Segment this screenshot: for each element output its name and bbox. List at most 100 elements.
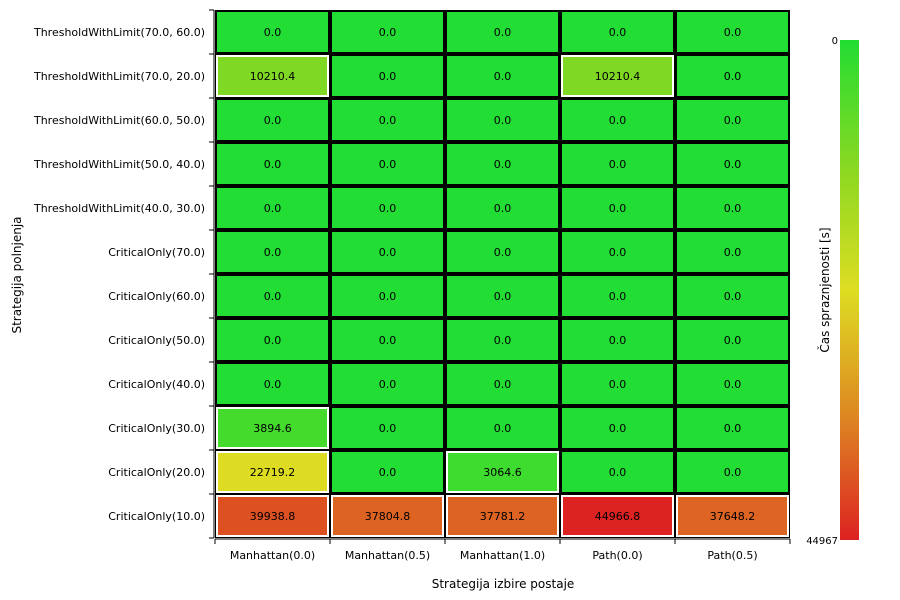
y-tick-label: CriticalOnly(40.0) (108, 378, 205, 391)
cell-value-label: 0.0 (494, 378, 512, 391)
cell-value-label: 0.0 (264, 334, 282, 347)
heatmap-cell (447, 408, 558, 448)
cell-value-label: 0.0 (609, 202, 627, 215)
heatmap-cell (677, 452, 788, 492)
cell-value-label: 0.0 (264, 158, 282, 171)
colorbar-max-label: 44967 (806, 536, 838, 547)
y-axis-label: Strategija polnjenja (10, 216, 24, 333)
heatmap-cell (677, 100, 788, 140)
heatmap-cell (677, 12, 788, 52)
heatmap-cell (446, 451, 559, 493)
heatmap-cell (446, 495, 559, 537)
y-tick-label: ThresholdWithLimit(70.0, 60.0) (33, 26, 205, 39)
heatmap-cell (677, 232, 788, 272)
heatmap-cell (562, 188, 673, 228)
cell-value-label: 3064.6 (483, 466, 522, 479)
heatmap-cell (676, 495, 789, 537)
cell-value-label: 0.0 (724, 334, 742, 347)
heatmap-cell (217, 276, 328, 316)
colorbar-label: Čas spraznjenosti [s] (817, 227, 832, 352)
heatmap-cell (332, 320, 443, 360)
heatmap-cell (217, 188, 328, 228)
heatmap-cell (217, 12, 328, 52)
heatmap-cell (332, 100, 443, 140)
x-tick-label: Manhattan(1.0) (460, 549, 545, 562)
heatmap-cell (677, 144, 788, 184)
y-axis: ThresholdWithLimit(70.0, 60.0) ThresholdW… (33, 9, 215, 539)
colorbar: 0 44967 Čas spraznjenosti [s] (806, 36, 859, 547)
heatmap-cells: 0.0 0.0 0.0 0.0 0.0 10210.4 0.0 0.0 10210.4 0.0 0.… (215, 10, 790, 538)
colorbar-gradient (840, 40, 859, 540)
heatmap-cell (217, 320, 328, 360)
cell-value-label: 0.0 (609, 466, 627, 479)
heatmap-cell (332, 408, 443, 448)
heatmap-cell (447, 232, 558, 272)
y-tick-label: CriticalOnly(60.0) (108, 290, 205, 303)
heatmap-cell (447, 100, 558, 140)
cell-value-label: 0.0 (379, 70, 397, 83)
heatmap-cell (447, 188, 558, 228)
cell-value-label: 0.0 (494, 70, 512, 83)
y-tick-label: CriticalOnly(70.0) (108, 246, 205, 259)
heatmap-cell (447, 56, 558, 96)
heatmap-cell (332, 56, 443, 96)
x-axis-label: Strategija izbire postaje (432, 577, 575, 591)
heatmap-cell (562, 12, 673, 52)
y-tick-label: ThresholdWithLimit(70.0, 20.0) (33, 70, 205, 83)
heatmap-cell (332, 452, 443, 492)
heatmap-cell (562, 100, 673, 140)
cell-value-label: 0.0 (379, 114, 397, 127)
heatmap-cell (562, 232, 673, 272)
y-tick-label: ThresholdWithLimit(50.0, 40.0) (33, 158, 205, 171)
cell-value-label: 0.0 (494, 114, 512, 127)
cell-value-label: 0.0 (609, 158, 627, 171)
cell-value-label: 0.0 (609, 114, 627, 127)
heatmap-cell (677, 320, 788, 360)
cell-value-label: 0.0 (379, 290, 397, 303)
y-tick-label: ThresholdWithLimit(40.0, 30.0) (33, 202, 205, 215)
cell-value-label: 0.0 (724, 26, 742, 39)
cell-value-label: 0.0 (724, 290, 742, 303)
cell-value-label: 0.0 (609, 26, 627, 39)
cell-value-label: 0.0 (609, 246, 627, 259)
cell-value-label: 0.0 (264, 378, 282, 391)
heatmap-cell (332, 188, 443, 228)
heatmap-cell (447, 276, 558, 316)
cell-value-label: 0.0 (724, 202, 742, 215)
heatmap-cell (217, 364, 328, 404)
cell-value-label: 0.0 (724, 158, 742, 171)
heatmap-cell (561, 55, 674, 97)
cell-value-label: 0.0 (494, 202, 512, 215)
cell-value-label: 0.0 (494, 290, 512, 303)
heatmap-cell (562, 320, 673, 360)
heatmap-cell (677, 408, 788, 448)
x-axis: Manhattan(0.0) Manhattan(0.5) Manhattan(1.… (214, 538, 791, 562)
cell-value-label: 0.0 (379, 334, 397, 347)
cell-value-label: 0.0 (494, 246, 512, 259)
heatmap-cell (216, 495, 329, 537)
cell-value-label: 0.0 (494, 334, 512, 347)
heatmap-cell (332, 364, 443, 404)
heatmap-cell (217, 232, 328, 272)
cell-value-label: 0.0 (264, 290, 282, 303)
cell-value-label: 0.0 (724, 378, 742, 391)
y-tick-label: CriticalOnly(10.0) (108, 510, 205, 523)
cell-value-label: 0.0 (379, 378, 397, 391)
cell-value-label: 0.0 (494, 158, 512, 171)
cell-value-label: 3894.6 (253, 422, 292, 435)
heatmap-cell (562, 452, 673, 492)
cell-value-label: 37648.2 (710, 510, 756, 523)
heatmap-cell (447, 144, 558, 184)
heatmap-cell (447, 364, 558, 404)
cell-value-label: 0.0 (264, 246, 282, 259)
cell-value-label: 0.0 (379, 26, 397, 39)
heatmap-cell (677, 188, 788, 228)
heatmap-cell (562, 364, 673, 404)
y-tick-label: CriticalOnly(30.0) (108, 422, 205, 435)
colorbar-min-label: 0 (832, 36, 838, 47)
heatmap-cell (562, 276, 673, 316)
cell-value-label: 0.0 (264, 26, 282, 39)
cell-value-label: 10210.4 (595, 70, 641, 83)
heatmap-cell (677, 56, 788, 96)
